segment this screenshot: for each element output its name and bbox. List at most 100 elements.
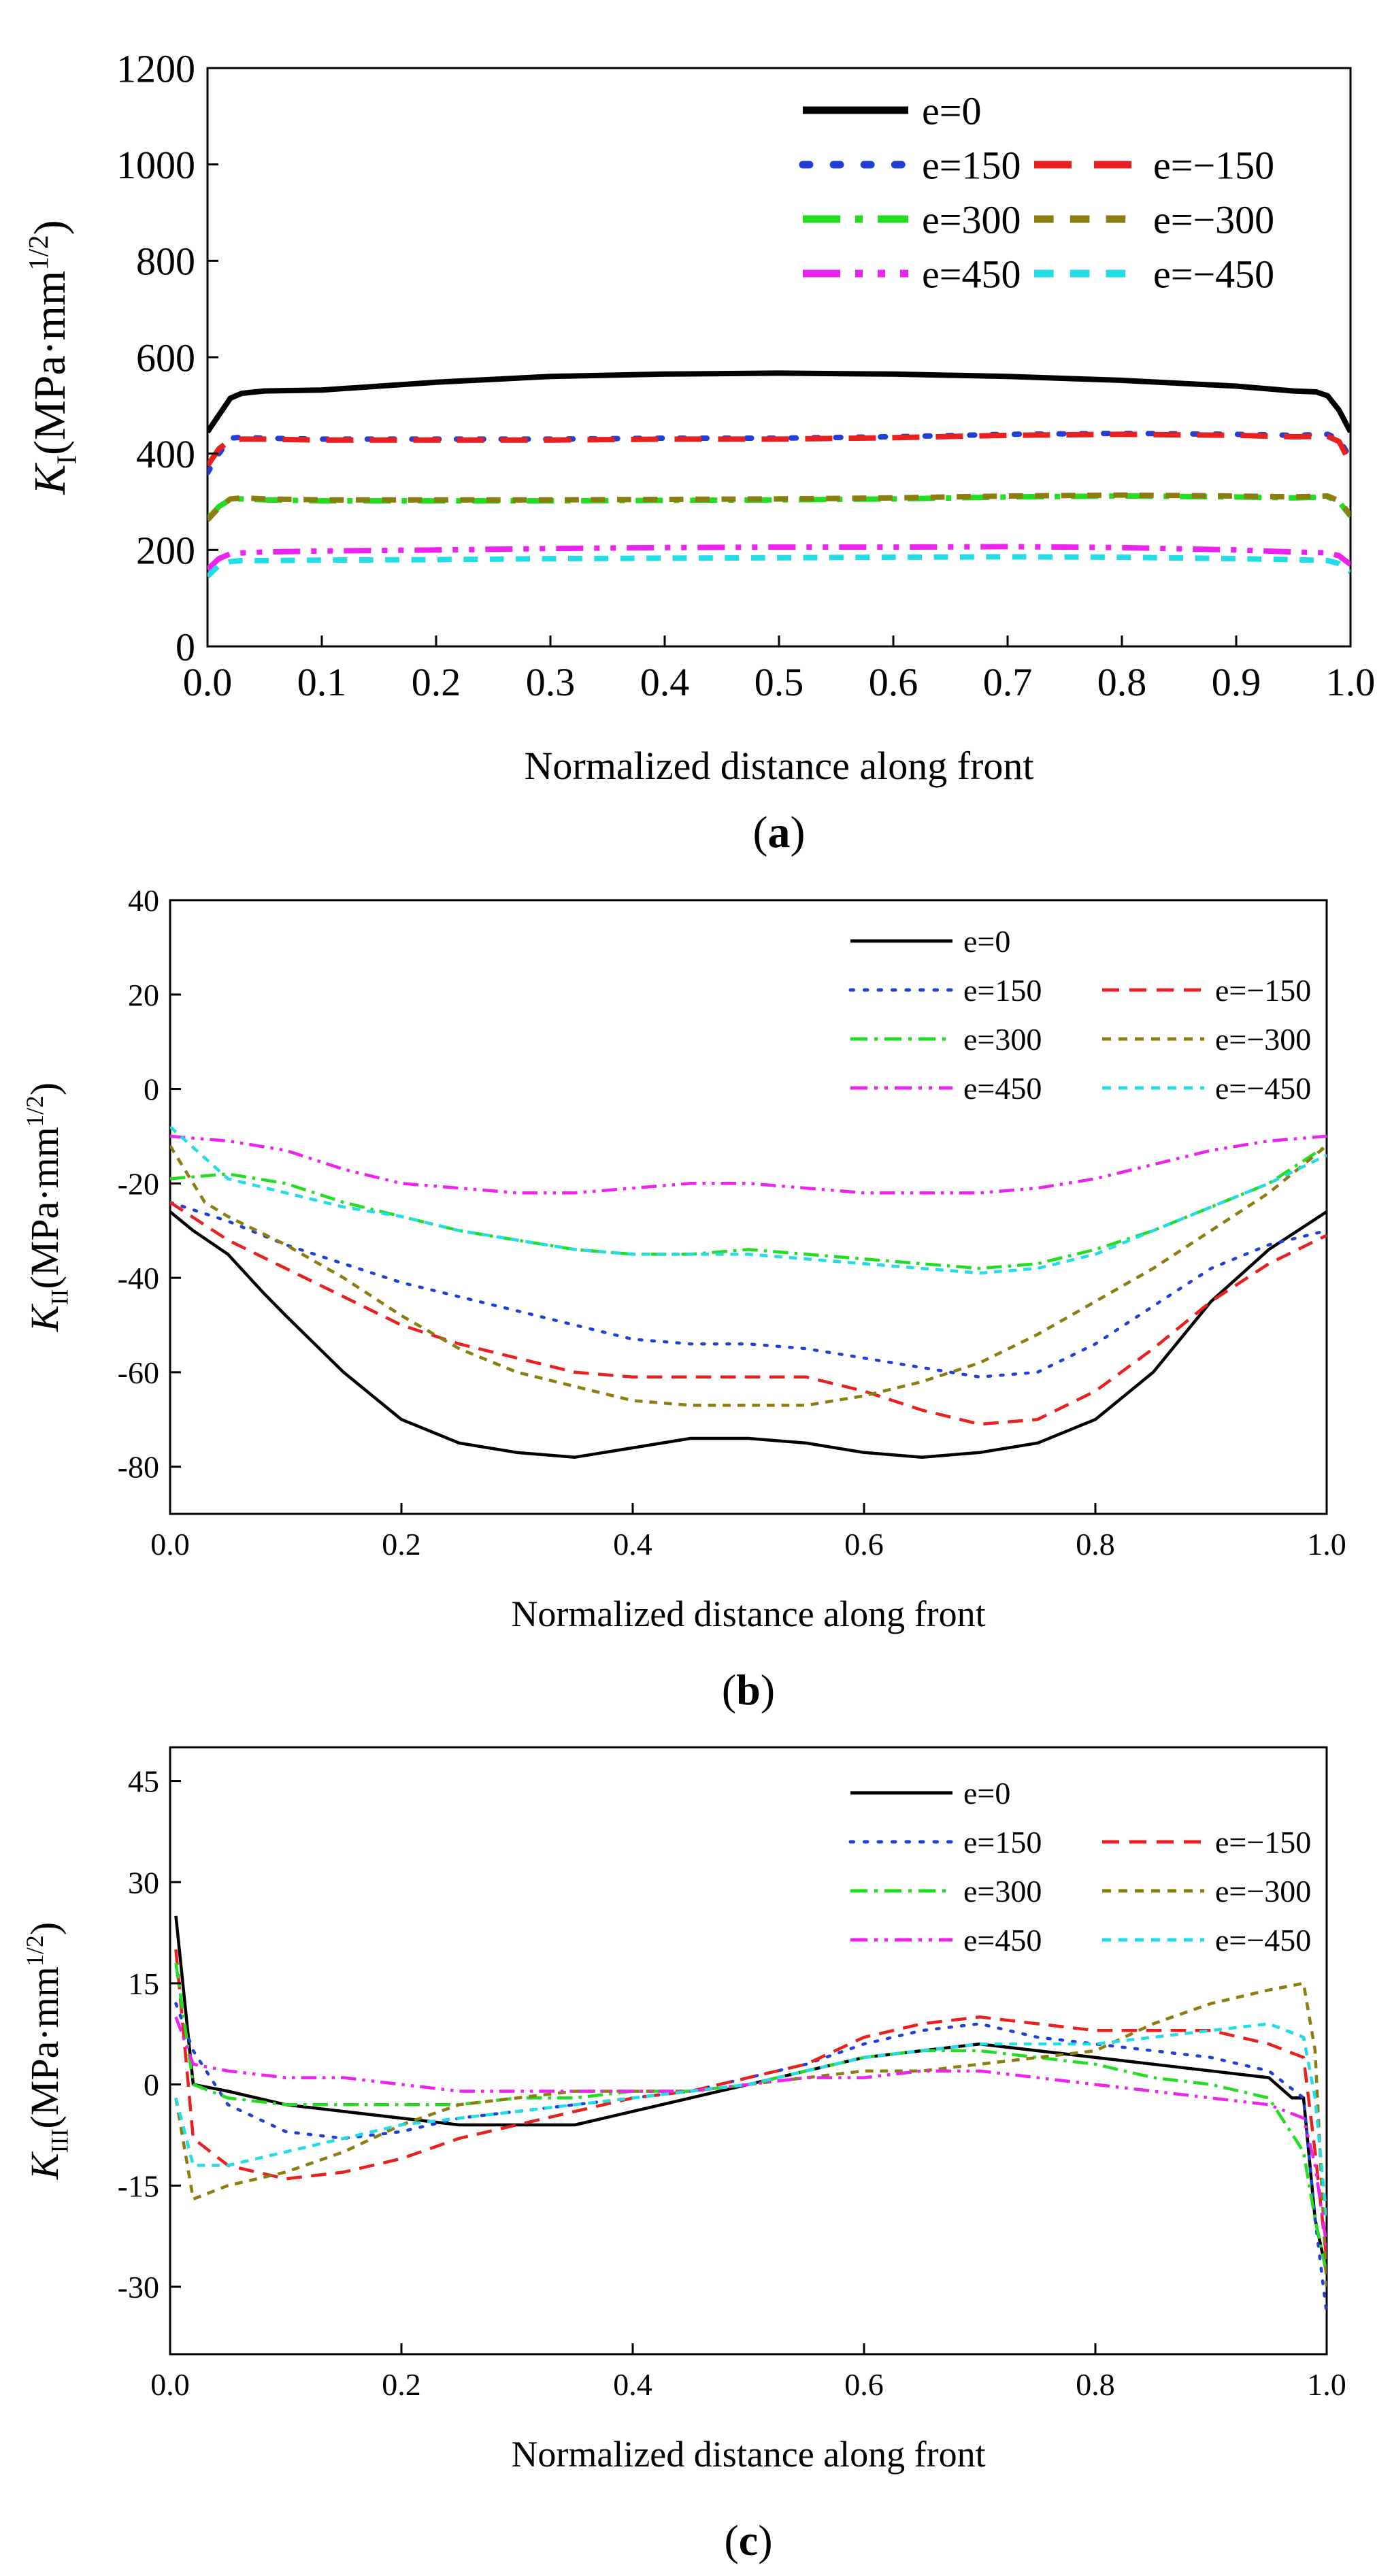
series-line-5-e300 [174, 1981, 1327, 2288]
legend: e=0 e=150 e=−150 e=300 e=−300 e=450 e=−450 [799, 88, 1274, 296]
y-axis-close: ) [22, 1922, 67, 1935]
series-line-3-e150 [170, 1201, 1327, 1426]
y-tick-label: -20 [118, 1166, 159, 1201]
y-tick-label: -60 [118, 1355, 159, 1390]
series-group [208, 370, 1350, 579]
y-tick-label: 0 [144, 1072, 159, 1107]
series-line-6-e450 [170, 1134, 1327, 1195]
series-line-7-e450 [208, 554, 1350, 579]
y-tick-label: 20 [128, 978, 159, 1012]
series-line-7-e450 [170, 1125, 1327, 1275]
y-tick-label: 400 [136, 432, 195, 476]
legend-label: e=−150 [1153, 143, 1274, 187]
x-tick-label: 0.0 [150, 1527, 190, 1562]
legend-label: e=−450 [1215, 1071, 1311, 1106]
caption-letter: a [768, 808, 791, 857]
x-tick-label: 0.0 [150, 2367, 190, 2402]
legend-label: e=−300 [1153, 197, 1274, 242]
caption-close: ) [758, 2516, 772, 2564]
series-line-3-e150 [174, 1949, 1327, 2260]
legend-label: e=−300 [1215, 1874, 1311, 1909]
legend-label: e=450 [963, 1923, 1042, 1958]
legend-label: e=450 [963, 1071, 1042, 1106]
series-line-6-e450 [174, 2016, 1327, 2247]
chart-panel-a: 0.0 0.1 0.2 0.3 0.4 0.5 0.6 0.7 0.8 0.9 1.0 0 200 400… [23, 46, 1375, 857]
legend-label: e=−450 [1215, 1923, 1311, 1958]
panel-caption: (a) [753, 808, 806, 857]
x-tick-label: 0.4 [613, 2367, 652, 2402]
x-axis-title: Normalized distance along front [525, 744, 1034, 788]
y-tick-label: 40 [128, 883, 159, 918]
x-tick-label: 0.7 [983, 660, 1033, 704]
legend-label: e=300 [963, 1022, 1042, 1057]
y-axis-title: KII(MPa·mm1/2) [21, 1083, 73, 1332]
y-axis-exponent: 1/2 [21, 1095, 48, 1127]
legend-label: e=0 [963, 924, 1010, 959]
y-tick-label: 0 [144, 2068, 159, 2102]
y-tick-label: 30 [128, 1865, 159, 1900]
plot-frame [169, 899, 1328, 1515]
x-axis-title: Normalized distance along front [511, 2434, 985, 2475]
y-axis-close: ) [25, 220, 75, 235]
series-line-5-e300 [208, 492, 1350, 523]
y-tick-label: 0 [176, 625, 195, 669]
series-line-2-e150 [174, 2002, 1327, 2315]
chart-panel-c: 0.0 0.2 0.4 0.6 0.8 1.0 -30 -15 0 15 30 45 Normalize… [21, 1746, 1346, 2564]
panel-caption: (b) [722, 1666, 775, 1714]
x-tick-label: 1.0 [1326, 660, 1376, 704]
y-axis-symbol: K [22, 2151, 67, 2180]
panel-caption: (c) [724, 2516, 772, 2564]
caption-open: ( [724, 2516, 738, 2564]
x-tick-label: 0.3 [526, 660, 576, 704]
series-line-4-e300 [170, 1144, 1327, 1270]
series-line-4-e300 [174, 1962, 1327, 2274]
caption-open: ( [753, 808, 768, 857]
x-tick-label: 0.9 [1212, 660, 1261, 704]
legend-label: e=−150 [1215, 973, 1311, 1008]
x-tick-label: 0.6 [869, 660, 918, 704]
y-axis-units: (MPa·mm [22, 1127, 67, 1289]
series-line-1-e0 [208, 370, 1350, 434]
y-tick-label: 45 [128, 1764, 159, 1799]
x-tick-label: 1.0 [1307, 2367, 1346, 2402]
series-group [174, 1915, 1327, 2315]
x-axis-title: Normalized distance along front [511, 1594, 985, 1634]
plot-frame [169, 1746, 1328, 2356]
y-axis-exponent: 1/2 [23, 235, 54, 270]
y-tick-label: 15 [128, 1966, 159, 2001]
series-line-7-e450 [174, 2022, 1327, 2220]
x-tick-label: 0.4 [613, 1527, 652, 1562]
series-line-1-e0 [170, 1210, 1327, 1459]
y-axis-symbol: K [25, 463, 75, 495]
caption-open: ( [722, 1666, 736, 1714]
legend-label: e=−300 [1215, 1022, 1311, 1057]
y-tick-label: 1200 [116, 46, 195, 90]
y-tick-label: -30 [118, 2270, 159, 2305]
series-line-1-e0 [174, 1915, 1327, 2274]
caption-close: ) [791, 808, 806, 857]
y-tick-label: 200 [136, 529, 195, 573]
x-tick-label: 0.2 [382, 1527, 421, 1562]
y-axis-units: (MPa·mm [22, 1966, 67, 2128]
series-line-3-e150 [208, 431, 1350, 467]
legend-label: e=300 [963, 1874, 1042, 1909]
y-axis-title: KIII(MPa·mm1/2) [21, 1922, 73, 2180]
y-tick-label: -15 [118, 2168, 159, 2203]
legend-label: e=450 [922, 252, 1021, 296]
y-axis-units: (MPa·mm [25, 271, 75, 455]
y-axis-subscript: III [46, 2129, 73, 2153]
x-tick-label: 0.6 [844, 2367, 884, 2402]
series-line-6-e450 [208, 544, 1350, 572]
y-tick-label: -80 [118, 1450, 159, 1485]
caption-close: ) [761, 1666, 775, 1714]
caption-letter: c [739, 2516, 758, 2564]
series-line-5-e300 [170, 1144, 1327, 1407]
x-tick-label: 1.0 [1307, 1527, 1346, 1562]
legend-label: e=150 [963, 973, 1042, 1008]
x-tick-label: 0.5 [755, 660, 804, 704]
legend-label: e=−450 [1153, 252, 1274, 296]
legend-label: e=150 [922, 143, 1021, 187]
x-tick-label: 0.8 [1076, 1527, 1115, 1562]
chart-panel-b: 0.0 0.2 0.4 0.6 0.8 1.0 -80 -60 -40 -20 0 20 40 Norma… [21, 883, 1346, 1714]
